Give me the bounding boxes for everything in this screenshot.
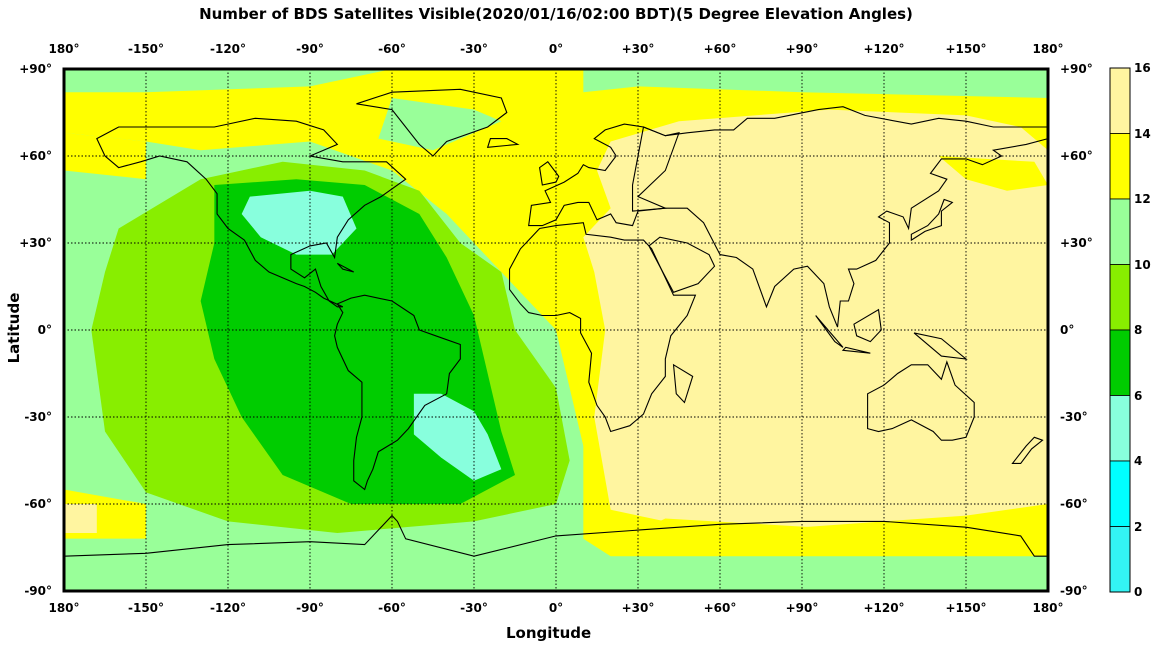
longitude-tick-bottom: -60° [378,601,406,615]
longitude-tick-top: +60° [703,42,737,56]
coastline [841,346,871,354]
colorbar-frame [1109,67,1131,593]
latitude-tick-left: -30° [24,410,52,424]
map-frame [62,67,1050,593]
longitude-tick-top: +120° [863,42,905,56]
longitude-tick-bottom: +90° [785,601,819,615]
coastline [853,308,882,343]
latitude-tick-right: -60° [1060,497,1088,511]
colorbar-tick-label: 16 [1134,61,1151,75]
longitude-tick-bottom: 0° [548,601,564,615]
grid-layer [64,69,1048,591]
colorbar-segment [1109,67,1131,134]
latitude-tick-left: -60° [24,497,52,511]
visibility-region [378,98,502,151]
latitude-tick-right: -90° [1060,584,1088,598]
visibility-region [583,109,1048,528]
colorbar-segment [1109,198,1131,265]
longitude-tick-top: -90° [296,42,324,56]
longitude-tick-bottom: +30° [621,601,655,615]
latitude-tick-right: 0° [1060,323,1075,337]
latitude-tick-right: -30° [1060,410,1088,424]
longitude-tick-bottom: -120° [209,601,247,615]
longitude-tick-bottom: -150° [127,601,165,615]
coastline [672,363,694,404]
longitude-tick-top: +90° [785,42,819,56]
colorbar-tick-label: 12 [1134,192,1151,206]
longitude-tick-top: 0° [548,42,564,56]
longitude-tick-bottom: 180° [1032,601,1064,615]
colorbar-tick-label: 10 [1134,257,1151,272]
longitude-tick-bottom: +60° [703,601,737,615]
coastline [910,198,954,242]
coastline [486,138,520,148]
colorbar-tick-label: 2 [1134,519,1143,534]
colorbar-tick-label: 0 [1134,585,1143,599]
longitude-tick-top: +150° [945,42,987,56]
coastline [631,106,1049,328]
longitude-tick-bottom: +150° [945,601,987,615]
longitude-tick-top: -150° [127,42,165,56]
colorbar-segment [1109,329,1131,396]
chart-title: Number of BDS Satellites Visible(2020/01… [199,5,913,23]
colorbar-segment [1109,460,1131,527]
longitude-tick-top: -30° [460,42,488,56]
latitude-tick-left: 0° [37,323,52,337]
colorbar-tick-label: 8 [1134,323,1143,337]
colorbar-tick-label: 4 [1134,454,1143,468]
coastline [648,236,716,293]
colorbar-tick-label: 6 [1134,388,1143,403]
visibility-region [413,393,502,481]
longitude-tick-bottom: -30° [460,601,488,615]
coastline [63,514,1048,557]
latitude-tick-right: +30° [1060,236,1093,250]
latitude-tick-right: +90° [1060,62,1093,76]
coastline [539,161,560,186]
visibility-region [241,190,357,255]
coastline [815,315,844,348]
coastline-layer [63,88,1049,557]
coastline [96,117,407,308]
coastline [336,262,354,273]
coastline [356,88,508,157]
coastline [913,332,968,360]
latitude-tick-left: -90° [24,584,52,598]
colorbar-segment [1109,133,1131,200]
colorbar-segment [1109,264,1131,331]
latitude-tick-right: +60° [1060,149,1093,163]
coastline [508,222,697,433]
longitude-tick-bottom: +120° [863,601,905,615]
longitude-tick-top: -120° [209,42,247,56]
longitude-tick-top: +30° [621,42,655,56]
y-axis-title: Latitude [5,292,23,364]
colorbar-tick-label: 14 [1134,126,1151,141]
visibility-region [583,69,1048,98]
colorbar [1109,67,1131,593]
longitude-tick-top: 180° [1032,42,1064,56]
latitude-tick-left: +90° [19,62,52,76]
colorbar-segment [1109,526,1131,593]
longitude-tick-top: 180° [48,42,80,56]
longitude-tick-bottom: -90° [296,601,324,615]
x-axis-title: Longitude [506,624,592,642]
longitude-tick-top: -60° [378,42,406,56]
latitude-tick-left: +60° [19,149,52,163]
longitude-tick-bottom: 180° [48,601,80,615]
coastline [334,294,461,491]
latitude-tick-left: +30° [19,236,52,250]
visibility-region [64,504,97,533]
coastline [1011,436,1044,464]
colorbar-segment [1109,395,1131,462]
